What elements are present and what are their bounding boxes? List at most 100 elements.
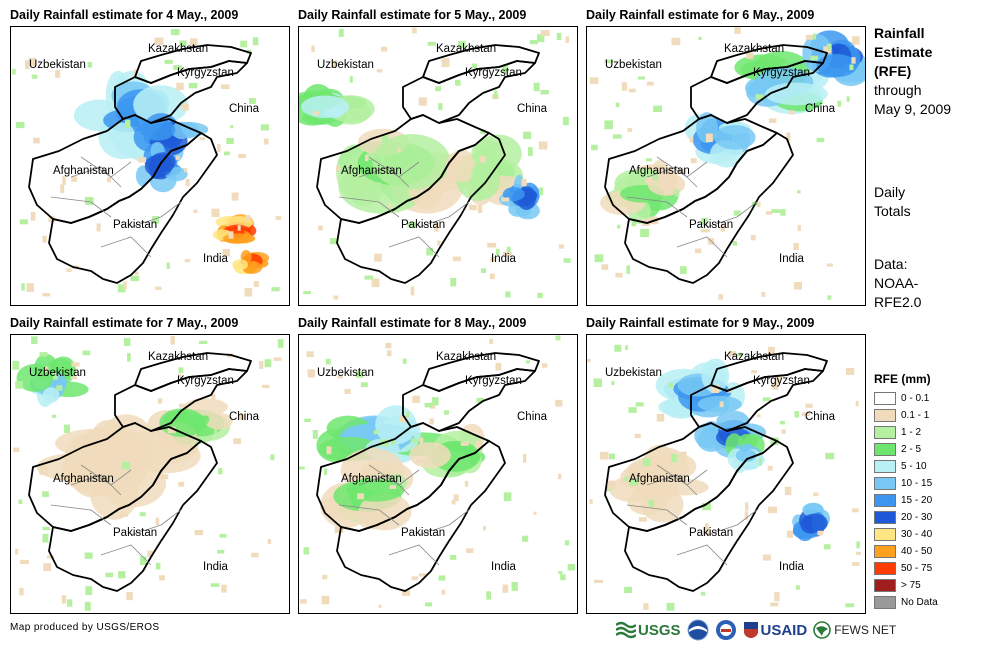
legend-label: 50 - 75 bbox=[901, 563, 933, 574]
province-border bbox=[626, 504, 688, 526]
rain-speck bbox=[563, 258, 571, 263]
rain-speck bbox=[565, 36, 570, 44]
label-uzbekistan: Uzbekistan bbox=[605, 367, 662, 379]
rain-speck bbox=[502, 584, 509, 593]
rain-speck bbox=[18, 499, 23, 504]
noaa-logo-icon bbox=[687, 619, 709, 641]
label-afghanistan: Afghanistan bbox=[53, 165, 114, 177]
rain-speck bbox=[666, 602, 675, 611]
rain-speck bbox=[410, 286, 415, 296]
rain-speck bbox=[321, 595, 330, 605]
rain-speck bbox=[264, 359, 272, 368]
rain-speck bbox=[591, 144, 598, 151]
rain-speck bbox=[222, 249, 231, 257]
map-graphics bbox=[12, 29, 282, 297]
rain-speck bbox=[826, 43, 832, 51]
fewsnet-logo-text: FEWS NET bbox=[834, 623, 897, 637]
rain-speck bbox=[170, 335, 175, 345]
rain-speck bbox=[464, 480, 469, 487]
rain-speck bbox=[19, 587, 24, 596]
rain-speck bbox=[770, 437, 779, 446]
province-border bbox=[358, 166, 410, 188]
rain-speck bbox=[193, 209, 198, 214]
rain-speck bbox=[160, 474, 169, 480]
province-border bbox=[388, 544, 440, 566]
rain-speck bbox=[564, 540, 570, 546]
rain-speck bbox=[13, 447, 20, 453]
map-credit: Map produced by USGS/EROS bbox=[10, 622, 160, 633]
rain-speck bbox=[415, 459, 424, 463]
rain-speck bbox=[503, 251, 512, 257]
rain-speck bbox=[134, 271, 139, 275]
rain-speck bbox=[311, 45, 315, 53]
rain-speck bbox=[450, 277, 457, 287]
rain-speck bbox=[140, 556, 147, 565]
rain-speck bbox=[643, 603, 649, 610]
rain-speck bbox=[176, 82, 184, 91]
rain-speck bbox=[705, 133, 713, 143]
rain-speck bbox=[615, 102, 620, 107]
rain-speck bbox=[155, 517, 160, 526]
rain-speck bbox=[164, 59, 173, 64]
rain-speck bbox=[418, 573, 427, 577]
rain-cell bbox=[765, 82, 828, 106]
rain-speck bbox=[441, 589, 446, 595]
rain-speck bbox=[28, 57, 37, 67]
rain-speck bbox=[124, 119, 131, 128]
rain-speck bbox=[734, 27, 741, 34]
rain-speck bbox=[429, 402, 436, 409]
rain-speck bbox=[312, 111, 319, 116]
rain-speck bbox=[84, 552, 93, 559]
province-border bbox=[646, 166, 698, 188]
rain-speck bbox=[855, 400, 859, 407]
rain-speck bbox=[555, 399, 563, 407]
rain-speck bbox=[44, 366, 49, 373]
rain-speck bbox=[391, 439, 396, 445]
legend-label: > 75 bbox=[901, 580, 921, 591]
rain-speck bbox=[159, 575, 165, 581]
rain-speck bbox=[133, 69, 137, 78]
legend-item: 0.1 - 1 bbox=[874, 407, 974, 424]
country-border bbox=[134, 352, 252, 392]
rain-speck bbox=[21, 283, 25, 291]
label-china: China bbox=[805, 103, 836, 115]
rain-speck bbox=[852, 508, 859, 513]
rain-speck bbox=[324, 468, 328, 475]
rain-speck bbox=[604, 59, 614, 64]
label-afghanistan: Afghanistan bbox=[629, 473, 690, 485]
usgs-logo-text: USGS bbox=[638, 621, 681, 639]
rain-cell bbox=[150, 152, 176, 173]
rain-speck bbox=[84, 601, 91, 611]
rain-speck bbox=[245, 215, 251, 221]
rain-speck bbox=[244, 288, 253, 297]
fewsnet-logo: FEWS NET bbox=[813, 621, 896, 639]
rain-speck bbox=[42, 293, 51, 297]
legend-swatch bbox=[874, 409, 896, 422]
rain-cell bbox=[140, 119, 176, 141]
rain-speck bbox=[25, 60, 30, 70]
rain-speck bbox=[646, 158, 652, 162]
rain-speck bbox=[389, 485, 397, 489]
rain-speck bbox=[154, 37, 164, 46]
rain-speck bbox=[427, 41, 436, 46]
rain-speck bbox=[20, 559, 29, 564]
rain-speck bbox=[307, 369, 315, 378]
legend-label: 5 - 10 bbox=[901, 461, 927, 472]
map-graphics bbox=[299, 27, 571, 300]
rain-speck bbox=[680, 266, 687, 274]
rain-speck bbox=[779, 420, 786, 425]
rain-speck bbox=[781, 429, 786, 434]
rain-speck bbox=[178, 482, 185, 487]
rain-speck bbox=[650, 171, 658, 180]
rain-speck bbox=[680, 451, 687, 461]
rain-speck bbox=[371, 278, 380, 288]
rain-speck bbox=[755, 94, 764, 100]
label-kazakhstan: Kazakhstan bbox=[148, 351, 209, 363]
rain-speck bbox=[762, 554, 771, 561]
rain-speck bbox=[483, 525, 487, 531]
label-kazakhstan: Kazakhstan bbox=[436, 351, 497, 363]
rain-speck bbox=[130, 275, 140, 282]
map-panel-may-9: Daily Rainfall estimate for 9 May., 2009… bbox=[586, 316, 866, 616]
map-graphics bbox=[589, 27, 865, 300]
map-panel-may-4: Daily Rainfall estimate for 4 May., 2009… bbox=[10, 8, 290, 308]
